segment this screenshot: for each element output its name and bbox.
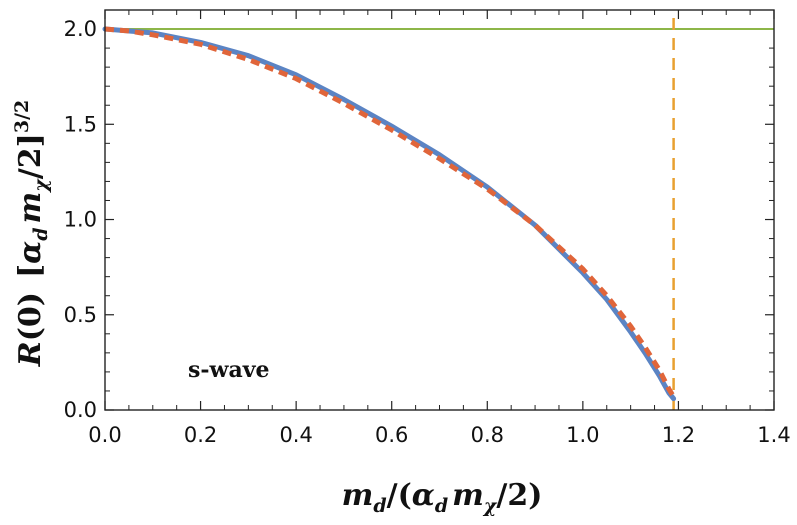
y-tick-label: 0.5 xyxy=(64,303,97,327)
y-axis-label: R(0)[αdmχ/2]3/2 xyxy=(11,100,52,367)
series-line-solid xyxy=(102,26,677,402)
x-tick-label: 0.2 xyxy=(184,423,217,447)
x-tick-label: 0.4 xyxy=(279,423,312,447)
y-tick-label: 1.5 xyxy=(64,112,97,136)
plot-frame xyxy=(104,9,775,411)
x-tick-label: 0.0 xyxy=(88,423,121,447)
series-layer xyxy=(102,10,774,410)
x-tick-label: 1.2 xyxy=(662,423,695,447)
x-tick-label: 0.6 xyxy=(375,423,408,447)
y-tick-label: 2.0 xyxy=(64,17,97,41)
x-axis-label: md/(αd mχ/2) xyxy=(342,478,543,517)
x-tick-label: 0.8 xyxy=(471,423,504,447)
ticks-layer: 0.0 0.2 0.4 0.6 0.8 1.0 1.2 1.4 0.0 0.5 1.0 1.5 2.0 xyxy=(64,10,791,447)
y-tick-label: 1.0 xyxy=(64,208,97,232)
x-tick-label: 1.0 xyxy=(566,423,599,447)
x-tick-label: 1.4 xyxy=(757,423,790,447)
y-tick-label: 0.0 xyxy=(64,398,97,422)
annotation-label: s-wave xyxy=(188,357,270,383)
series-line-dashed xyxy=(104,26,676,399)
